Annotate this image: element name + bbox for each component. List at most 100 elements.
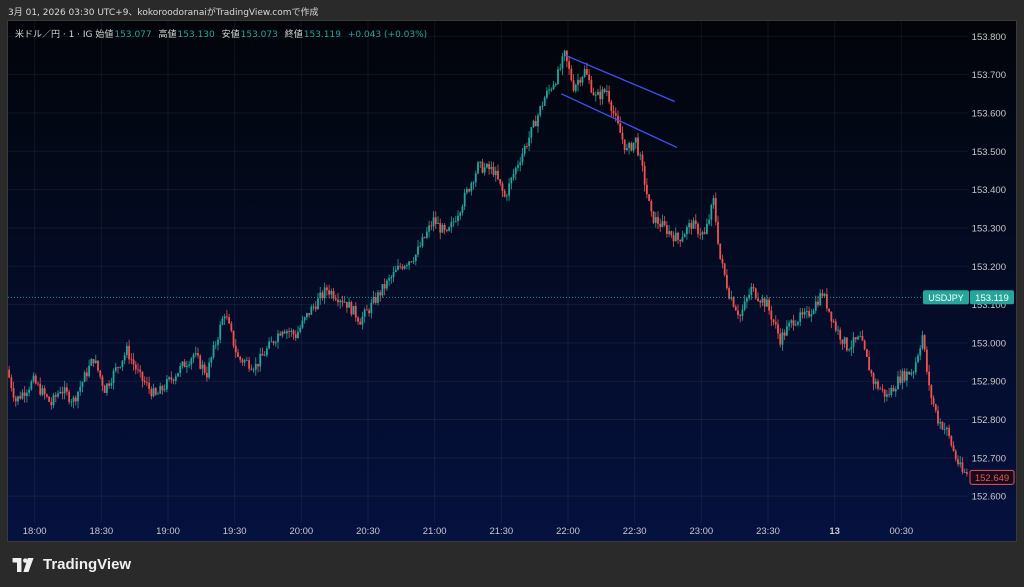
down-candle bbox=[365, 304, 368, 311]
candle-body bbox=[457, 215, 459, 222]
candle-body bbox=[665, 225, 668, 234]
candle-body bbox=[703, 232, 706, 234]
candle-body bbox=[190, 358, 193, 365]
snapshot-caption: 3月 01, 2026 03:30 UTC+9、kokoroodoranaiがT… bbox=[8, 8, 319, 18]
up-candle bbox=[370, 298, 373, 319]
price-tick-label: 153.700 bbox=[972, 70, 1006, 81]
candle-body bbox=[157, 393, 159, 395]
candle-body bbox=[28, 389, 31, 393]
up-candle bbox=[414, 254, 417, 266]
candle-body bbox=[563, 50, 566, 57]
candle-body bbox=[117, 367, 119, 369]
up-candle bbox=[743, 294, 746, 312]
up-candle bbox=[885, 390, 888, 402]
candle-body bbox=[614, 113, 617, 116]
candle-body bbox=[737, 310, 739, 316]
candle-body bbox=[910, 372, 913, 375]
down-candle bbox=[899, 369, 902, 386]
candle-body bbox=[12, 387, 15, 398]
candle-body bbox=[561, 56, 564, 69]
time-tick-label: 19:30 bbox=[223, 526, 247, 537]
up-candle bbox=[114, 362, 117, 373]
down-candle bbox=[10, 374, 13, 392]
up-candle bbox=[661, 214, 664, 228]
candle-body bbox=[319, 292, 322, 299]
candle-body bbox=[405, 265, 408, 266]
candle-body bbox=[237, 352, 239, 357]
down-candle bbox=[43, 385, 46, 400]
candle-body bbox=[203, 364, 206, 373]
up-candle bbox=[119, 366, 122, 369]
symbol-label[interactable]: 米ドル／円 · 1 · IG bbox=[15, 30, 93, 40]
up-candle bbox=[528, 131, 531, 152]
candle-body bbox=[872, 373, 875, 384]
candle-body bbox=[334, 298, 337, 300]
chart-panel[interactable]: 153.800 153.700 153.600 153.500 153.400 153.3… bbox=[7, 20, 1017, 542]
candle-body bbox=[103, 385, 106, 394]
up-candle bbox=[810, 309, 813, 322]
candle-body bbox=[503, 190, 506, 197]
candle-body bbox=[57, 393, 59, 397]
change-value: +0.043 (+0.03%) bbox=[347, 30, 428, 40]
down-candle bbox=[183, 359, 186, 368]
candle-body bbox=[39, 383, 42, 395]
up-candle bbox=[628, 141, 631, 155]
candle-body bbox=[401, 266, 404, 269]
up-candle bbox=[812, 308, 815, 315]
candle-body bbox=[839, 329, 842, 340]
down-candle bbox=[954, 449, 957, 462]
up-candle bbox=[88, 359, 91, 378]
candle-body bbox=[123, 355, 126, 361]
up-candle bbox=[550, 87, 553, 93]
down-candle bbox=[677, 231, 679, 244]
candle-body bbox=[352, 305, 355, 315]
down-candle bbox=[150, 386, 153, 400]
trend-line-drawings bbox=[561, 54, 678, 149]
up-candle bbox=[963, 468, 966, 473]
down-candle bbox=[228, 313, 231, 324]
candle-body bbox=[297, 331, 299, 339]
candle-body bbox=[848, 349, 851, 351]
down-candle bbox=[699, 227, 702, 240]
up-candle bbox=[919, 344, 922, 361]
up-candle bbox=[285, 328, 288, 339]
candle-body bbox=[325, 287, 328, 291]
tradingview-logo[interactable]: TradingView bbox=[12, 556, 131, 573]
price-chart[interactable]: 153.800 153.700 153.600 153.500 153.400 153.3… bbox=[8, 21, 1016, 541]
up-candle bbox=[548, 84, 551, 95]
up-candle bbox=[270, 336, 273, 343]
down-candle bbox=[292, 328, 295, 340]
candle-body bbox=[397, 265, 399, 270]
candle-body bbox=[417, 246, 419, 255]
candle-body bbox=[959, 462, 962, 465]
candle-body bbox=[861, 335, 864, 341]
down-candle bbox=[234, 339, 237, 358]
candle-body bbox=[483, 167, 486, 173]
down-candle bbox=[272, 340, 275, 346]
up-candle bbox=[90, 357, 93, 367]
candle-body bbox=[37, 383, 39, 385]
down-candle bbox=[777, 319, 779, 340]
candle-body bbox=[723, 263, 726, 275]
up-candle bbox=[305, 312, 308, 321]
candle-body bbox=[941, 422, 944, 430]
up-candle bbox=[245, 356, 248, 362]
down-candle bbox=[23, 386, 26, 403]
candle-body bbox=[374, 297, 377, 303]
down-candle bbox=[379, 290, 382, 302]
up-candle bbox=[897, 370, 899, 390]
up-candle bbox=[852, 332, 855, 354]
time-tick-label: 21:30 bbox=[489, 526, 513, 537]
down-candle bbox=[103, 384, 106, 394]
up-candle bbox=[159, 382, 162, 394]
up-candle bbox=[361, 311, 364, 330]
down-candle bbox=[534, 115, 537, 127]
down-candle bbox=[950, 435, 953, 448]
down-candle bbox=[928, 364, 931, 391]
up-candle bbox=[185, 360, 188, 374]
candle-body bbox=[452, 221, 455, 223]
candle-body bbox=[919, 348, 922, 356]
candle-body bbox=[657, 217, 659, 224]
candle-body bbox=[917, 355, 919, 363]
up-candle bbox=[530, 126, 533, 144]
